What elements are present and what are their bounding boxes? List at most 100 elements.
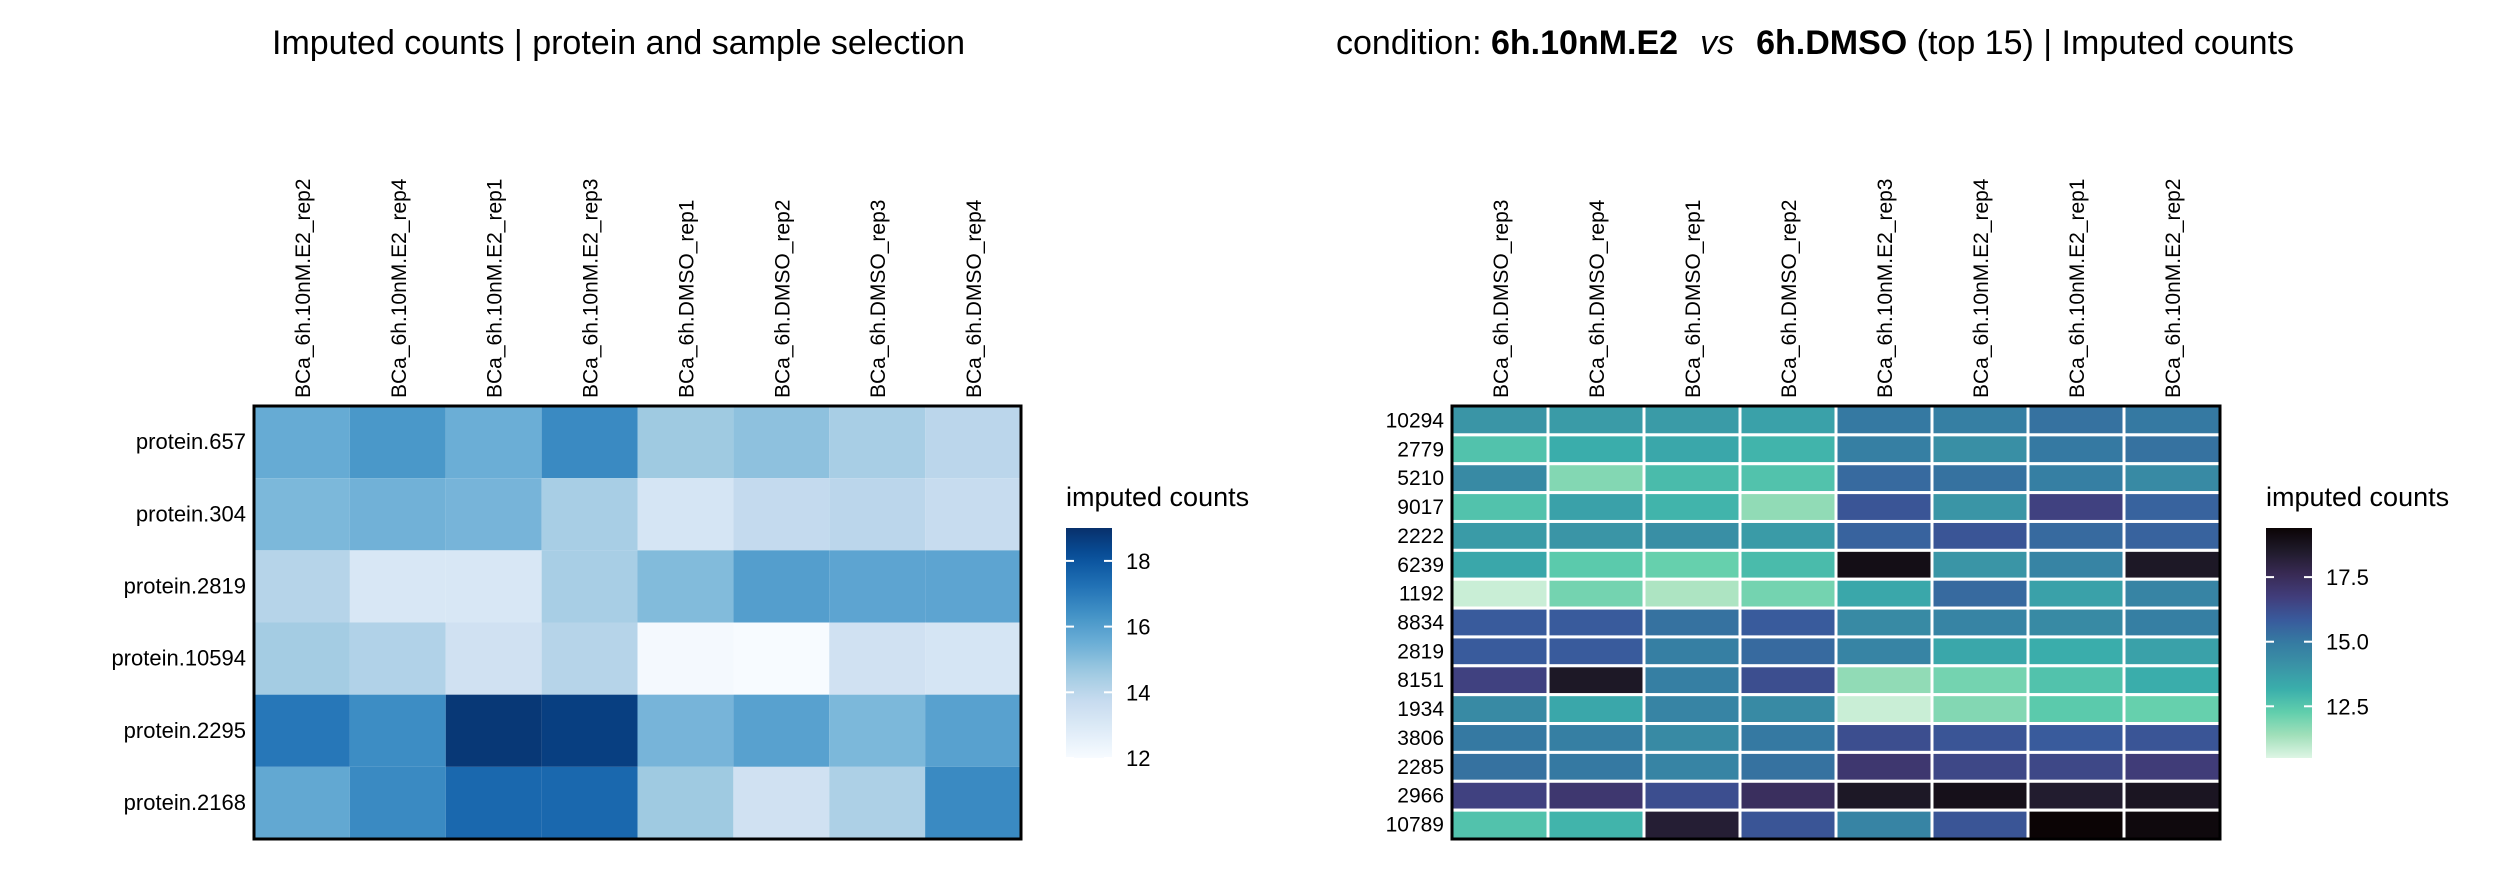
heatmap-cell [541,478,638,551]
heatmap-cell [1642,548,1742,581]
heatmap-cell [1930,491,2030,523]
heatmap-cell [1834,606,1934,639]
heatmap-cell [2122,519,2222,552]
heatmap-cell [1546,433,1646,466]
right-cells [1450,404,2222,841]
heatmap-cell [1930,779,2030,812]
heatmap-cell [2026,433,2126,466]
heatmap-cell [1546,808,1646,841]
heatmap-cell [1738,577,1838,610]
heatmap-cell [541,766,638,839]
heatmap-cell [637,622,734,695]
heatmap-cell [829,406,926,479]
heatmap-cell [1642,808,1742,841]
heatmap-cell [733,766,830,839]
heatmap-cell [2122,750,2222,783]
heatmap-cell [1738,808,1838,841]
left-cells [254,406,1022,839]
heatmap-cell [541,406,638,479]
heatmap-cell [1450,693,1550,726]
heatmap-cell [2026,519,2126,552]
heatmap-cell [254,478,350,551]
row-label: protein.657 [136,429,246,454]
row-label: protein.304 [136,501,246,526]
legend-tick-label: 12 [1126,746,1150,771]
heatmap-cell [1930,577,2030,610]
column-label: BCa_6h.DMSO_rep4 [963,199,986,398]
column-label: BCa_6h.DMSO_rep1 [1682,200,1705,398]
right-legend-ticks: 12.5 15.0 17.5 [2266,565,2369,719]
left-heatmap-border [252,404,1023,841]
heatmap-cell [2122,404,2222,437]
heatmap-cell [829,766,926,839]
column-label: BCa_6h.DMSO_rep3 [1490,200,1513,398]
heatmap-cell [1834,635,1934,668]
left-legend-title: imputed counts [1066,482,1249,512]
heatmap-cell [2026,606,2126,639]
heatmap-cell [1642,779,1742,812]
heatmap-cell [445,406,542,479]
heatmap-cell [1738,722,1838,754]
heatmap-cell [829,622,926,695]
column-label: BCa_6h.DMSO_rep3 [867,200,890,398]
column-label: BCa_6h.DMSO_rep4 [1586,199,1609,398]
heatmap-cell [1450,808,1550,841]
row-label: protein.2295 [124,718,246,743]
heatmap-cell [349,694,446,767]
heatmap-cell [349,622,446,695]
heatmap-cell [2026,462,2126,495]
heatmap-cell [1546,404,1646,437]
left-row-labels: protein.657 protein.304 protein.2819 protei… [111,429,246,815]
left-chart-title: Imputed counts | protein and sample sele… [272,24,965,62]
legend-tick-label: 18 [1126,549,1150,574]
heatmap-cell [1834,491,1934,523]
heatmap-cell [2026,548,2126,581]
column-label: BCa_6h.DMSO_rep1 [675,200,698,398]
heatmap-cell [1834,404,1934,437]
heatmap-cell [1738,635,1838,668]
heatmap-cell [1834,548,1934,581]
heatmap-cell [1930,664,2030,697]
column-label: BCa_6h.10nM.E2_rep3 [1874,179,1897,399]
heatmap-cell [1546,779,1646,812]
heatmap-cell [2122,462,2222,495]
heatmap-cell [1738,404,1838,437]
row-label: 2779 [1397,438,1444,461]
heatmap-cell [2026,491,2126,523]
heatmap-cell [2122,664,2222,697]
row-label: 10789 [1386,814,1444,837]
heatmap-cell [733,550,830,623]
heatmap-cell [2122,606,2222,639]
legend-tick-label: 14 [1126,680,1150,705]
heatmap-cell [1546,635,1646,668]
heatmap-cell [1930,750,2030,783]
column-label: BCa_6h.DMSO_rep2 [771,200,794,398]
heatmap-cell [925,406,1022,479]
left-legend: imputed counts 12 14 16 18 [1066,482,1249,771]
heatmap-cell [733,478,830,551]
heatmap-cell [2026,635,2126,668]
heatmap-cell [254,550,350,623]
heatmap-cell [541,694,638,767]
heatmap-cell [1546,722,1646,754]
heatmap-cell [1450,779,1550,812]
heatmap-cell [1930,808,2030,841]
heatmap-cell [1642,606,1742,639]
heatmap-cell [1546,462,1646,495]
heatmap-cell [1738,779,1838,812]
heatmap-cell [1642,433,1742,466]
right-heatmap-border [1450,404,2222,841]
heatmap-cell [541,622,638,695]
heatmap-cell [1642,664,1742,697]
heatmap-cell [254,694,350,767]
heatmap-cell [1738,664,1838,697]
heatmap-cell [733,622,830,695]
heatmap-cell [1930,722,2030,754]
heatmap-cell [349,766,446,839]
heatmap-cell [1834,779,1934,812]
row-label: 8834 [1397,612,1444,635]
heatmap-left: Imputed counts | protein and sample sele… [111,24,1249,841]
heatmap-cell [2026,808,2126,841]
heatmap-cell [1930,404,2030,437]
